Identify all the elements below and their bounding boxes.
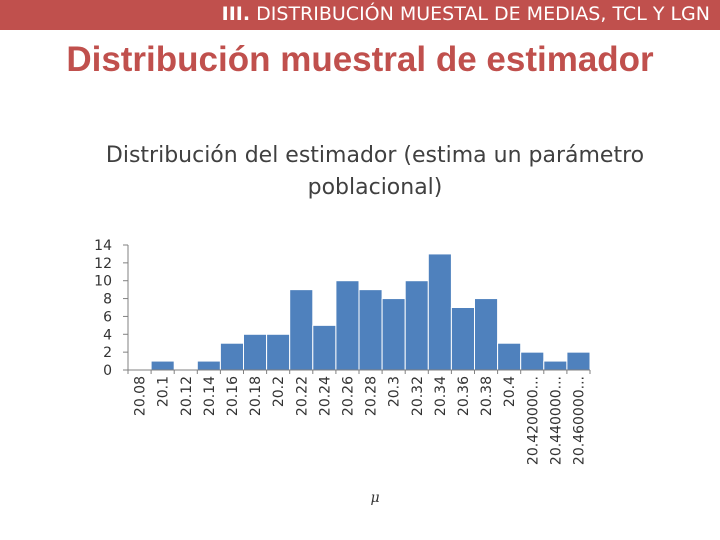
y-tick-label: 0 xyxy=(103,363,112,379)
x-tick-label: 20.08 xyxy=(133,376,149,416)
y-tick-label: 14 xyxy=(94,238,112,254)
y-tick-label: 2 xyxy=(103,345,112,361)
x-tick-label: 20.36 xyxy=(456,376,472,416)
histogram-bar xyxy=(404,280,429,371)
slide-title: Distribución muestral de estimador xyxy=(66,40,654,79)
histogram-bar xyxy=(566,351,591,371)
x-tick-label: 20.420000... xyxy=(525,376,541,465)
histogram-bar xyxy=(543,360,568,371)
x-axis-title: μ xyxy=(370,490,379,506)
y-tick-label: 10 xyxy=(94,274,112,290)
x-tick-label: 20.2 xyxy=(271,376,287,407)
histogram-bar xyxy=(243,333,268,371)
x-tick-label: 20.38 xyxy=(479,376,495,416)
histogram-bar xyxy=(219,342,244,371)
section-header-text: III. DISTRIBUCIÓN MUESTAL DE MEDIAS, TCL… xyxy=(222,3,710,25)
x-tick-label: 20.14 xyxy=(202,376,218,416)
histogram-bar xyxy=(497,342,522,371)
x-tick-label: 20.24 xyxy=(317,376,333,416)
x-tick-label: 20.460000... xyxy=(571,376,587,465)
histogram-bar xyxy=(427,253,452,371)
x-tick-label: 20.3 xyxy=(387,376,403,407)
histogram-bar xyxy=(150,360,175,371)
y-tick-label: 8 xyxy=(103,292,112,308)
section-header-bar: III. DISTRIBUCIÓN MUESTAL DE MEDIAS, TCL… xyxy=(0,0,720,30)
x-tick-label: 20.440000... xyxy=(548,376,564,465)
histogram-bar xyxy=(196,360,221,371)
y-tick-label: 12 xyxy=(94,256,112,272)
histogram-bar xyxy=(289,289,314,371)
section-title: DISTRIBUCIÓN MUESTAL DE MEDIAS, TCL Y LG… xyxy=(256,3,710,25)
histogram-bar xyxy=(474,298,499,371)
histogram-bar xyxy=(358,289,383,371)
x-tick-label: 20.34 xyxy=(433,376,449,416)
histogram-bar xyxy=(312,324,337,371)
y-tick-label: 6 xyxy=(103,309,112,325)
x-tick-label: 20.32 xyxy=(410,376,426,416)
histogram-bar xyxy=(381,298,406,371)
x-tick-label: 20.22 xyxy=(294,376,310,416)
x-tick-label: 20.1 xyxy=(156,376,172,407)
chart-title: Distribución del estimador (estima un pa… xyxy=(105,143,645,200)
x-tick-label: 20.28 xyxy=(364,376,380,416)
histogram-bar xyxy=(450,307,475,371)
x-tick-label: 20.12 xyxy=(179,376,195,416)
x-tick-label: 20.18 xyxy=(248,376,264,416)
y-tick-label: 4 xyxy=(103,327,112,343)
histogram-bar xyxy=(335,280,360,371)
x-tick-label: 20.4 xyxy=(502,376,518,407)
x-tick-label: 20.26 xyxy=(340,376,356,416)
histogram-bar xyxy=(520,351,545,371)
x-tick-label: 20.16 xyxy=(225,376,241,416)
histogram-bar xyxy=(266,333,291,371)
section-number: III. xyxy=(221,3,251,25)
